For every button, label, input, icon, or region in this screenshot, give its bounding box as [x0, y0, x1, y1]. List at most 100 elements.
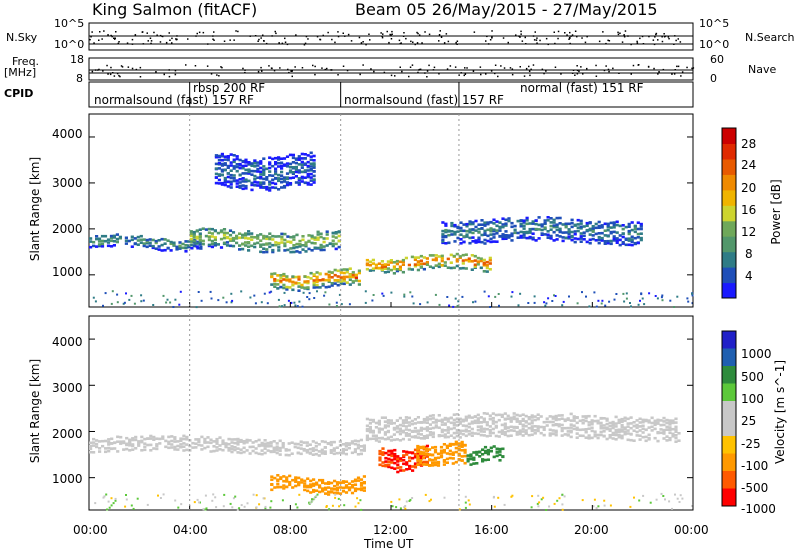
power-cell — [247, 230, 251, 233]
power-cell — [157, 245, 161, 248]
freq-point — [554, 66, 557, 68]
cpid-mode-4: normal (fast) 151 RF — [520, 81, 644, 95]
velocity-cell — [137, 444, 141, 447]
power-cell — [316, 236, 320, 240]
velocity-cell — [455, 413, 459, 416]
power-noise-cell — [403, 295, 406, 298]
velocity-noise-cell — [212, 493, 215, 496]
power-cell — [603, 240, 607, 243]
power-cell — [327, 270, 331, 274]
velocity-cell — [422, 417, 426, 421]
power-cell — [516, 231, 520, 235]
power-noise-cell — [673, 306, 676, 308]
velocity-cell — [439, 449, 444, 453]
power-noise-cell — [409, 291, 412, 294]
power-cell — [276, 279, 280, 282]
power-cell — [345, 281, 349, 284]
power-cell — [265, 178, 269, 181]
velocity-cell — [440, 423, 444, 426]
power-noise-cell — [140, 300, 143, 303]
power-cell — [130, 238, 134, 242]
power-cell — [413, 264, 417, 268]
power-cell — [597, 241, 601, 245]
velocity-noise-cell — [592, 505, 595, 508]
power-cell — [256, 170, 260, 173]
power-cell — [383, 267, 387, 270]
velocity-noise-cell — [130, 504, 133, 507]
velocity-cell — [440, 430, 444, 434]
power-cbar-tick-20: 20 — [741, 181, 757, 195]
velocity-noise-cell — [177, 506, 180, 509]
velocity-cell — [330, 487, 334, 490]
velocity-cell — [554, 416, 558, 419]
velocity-cell — [611, 426, 615, 430]
velocity-cell — [371, 431, 375, 434]
power-cell — [606, 228, 610, 232]
power-cell — [492, 228, 496, 231]
power-cell — [477, 240, 481, 244]
velocity-cell — [590, 422, 594, 426]
power-cell — [295, 250, 299, 253]
power-cell — [612, 221, 616, 224]
power-cell — [241, 166, 245, 170]
nsky-point — [305, 35, 308, 38]
power-cell — [416, 268, 420, 272]
cpid-mode-2: rbsp 200 RF — [193, 81, 266, 95]
power-cell — [489, 233, 493, 236]
nsky-point — [195, 35, 197, 37]
power-cell — [621, 224, 625, 227]
velocity-cell — [668, 419, 672, 422]
power-cell — [303, 162, 307, 165]
power-cell — [471, 222, 475, 226]
velocity-cell — [572, 415, 576, 418]
power-cell — [142, 238, 146, 241]
power-cell — [259, 181, 263, 184]
velocity-cell — [317, 443, 321, 446]
velocity-cell — [486, 451, 490, 454]
freq-point — [494, 72, 496, 75]
power-cell — [612, 239, 616, 242]
power-cell — [139, 241, 143, 244]
power-cell — [297, 183, 301, 186]
velocity-cell — [407, 434, 411, 437]
nsky-point — [103, 30, 105, 32]
power-cell — [283, 249, 287, 252]
velocity-ytick-1000: 1000 — [52, 472, 83, 486]
power-cell — [522, 224, 526, 228]
velocity-cell — [312, 488, 316, 492]
power-cell — [271, 248, 275, 252]
velocity-cell — [251, 449, 255, 453]
power-cell — [636, 236, 640, 239]
power-cell — [220, 152, 224, 156]
velocity-cell — [149, 443, 153, 447]
freq-point — [657, 73, 659, 75]
power-cell — [282, 184, 287, 188]
velocity-cell — [407, 421, 411, 424]
power-cell — [450, 230, 454, 233]
freq-point — [91, 70, 94, 73]
velocity-cell — [437, 419, 441, 422]
velocity-noise-cell — [356, 497, 359, 500]
velocity-cell — [638, 438, 642, 441]
nsky-point — [159, 34, 162, 37]
power-cell — [291, 281, 295, 284]
nsky-point — [617, 33, 620, 36]
nsky-point — [344, 35, 346, 37]
velocity-cell — [500, 432, 504, 435]
nsky-point — [608, 40, 611, 42]
nsearch-tick-bottom: 10^0 — [699, 38, 730, 51]
velocity-cell — [407, 432, 411, 436]
velocity-cell — [128, 438, 132, 442]
power-cell — [259, 162, 263, 165]
power-cell — [324, 285, 328, 289]
freq-point — [331, 69, 333, 71]
velocity-cell — [179, 443, 183, 446]
velocity-cell — [371, 437, 375, 440]
velocity-noise-cell — [198, 501, 201, 504]
velocity-cell — [254, 447, 258, 450]
power-cell — [231, 244, 236, 248]
power-cell — [633, 241, 637, 245]
velocity-cell — [296, 451, 300, 455]
freq-point — [692, 67, 695, 69]
velocity-cell — [270, 488, 274, 492]
